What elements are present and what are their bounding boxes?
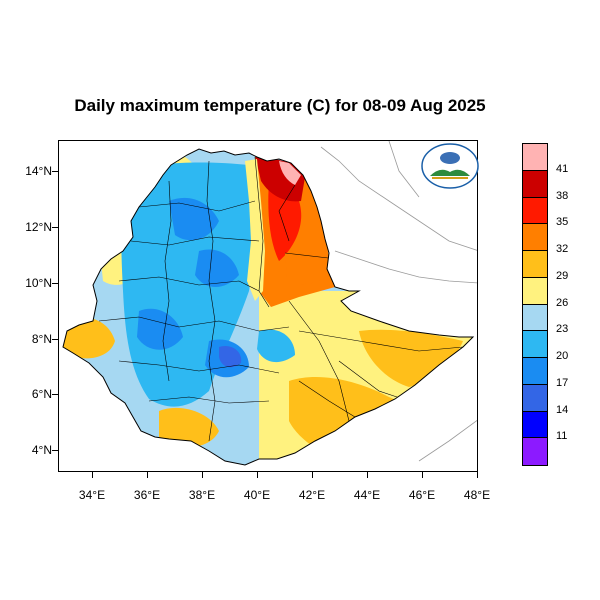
lat-tick-label: 6°N <box>31 387 52 401</box>
colorbar-segment <box>523 144 547 171</box>
lat-tick-label: 12°N <box>25 220 52 234</box>
colorbar-segment <box>523 170 547 198</box>
lon-tick-label: 40°E <box>243 488 271 502</box>
colorbar-label: 11 <box>556 430 568 443</box>
colorbar-segment <box>523 277 547 305</box>
colorbar-segment <box>523 411 547 439</box>
colorbar-segment <box>523 331 547 358</box>
neighbor-boundaries <box>320 141 477 462</box>
lon-tick-mark <box>257 472 258 478</box>
lat-tick-mark <box>52 227 58 228</box>
lat-tick-label: 10°N <box>25 276 52 290</box>
colorbar-segment <box>523 384 547 412</box>
colorbar-label: 23 <box>556 323 569 336</box>
lon-tick-mark <box>92 472 93 478</box>
colorbar-label: 17 <box>556 376 569 389</box>
lat-tick-label: 14°N <box>25 164 52 178</box>
colorbar-segment <box>523 358 547 385</box>
lon-tick-label: 42°E <box>298 488 326 502</box>
colorbar-label: 26 <box>556 296 569 309</box>
colorbar-label: 20 <box>556 350 569 362</box>
ethiopian-meteorology-institute-logo <box>421 143 479 189</box>
lon-tick-mark <box>202 472 203 478</box>
lat-tick-label: 8°N <box>31 332 52 346</box>
lon-tick-label: 44°E <box>353 488 381 502</box>
colorbar-label: 35 <box>556 216 569 229</box>
colorbar-segment <box>523 251 547 278</box>
lat-tick-mark <box>52 339 58 340</box>
lat-tick-mark <box>52 450 58 451</box>
lon-tick-label: 48°E <box>463 488 491 502</box>
zone-boundaries <box>98 156 464 442</box>
colorbar-segment <box>523 304 547 332</box>
colorbar-segment <box>523 224 547 251</box>
colorbar <box>522 143 548 466</box>
lon-tick-mark <box>147 472 148 478</box>
map-canvas <box>62 141 477 466</box>
colorbar-segment <box>523 197 547 225</box>
lat-tick-label: 4°N <box>31 443 52 457</box>
colorbar-label: 32 <box>556 243 569 255</box>
colorbar-label: 29 <box>556 269 569 282</box>
lon-tick-label: 38°E <box>188 488 216 502</box>
colorbar-label: 38 <box>556 189 569 202</box>
lat-tick-mark <box>52 171 58 172</box>
colorbar-segment <box>523 438 547 465</box>
colorbar-label: 14 <box>556 403 569 416</box>
lon-tick-label: 34°E <box>78 488 106 502</box>
lon-tick-mark <box>367 472 368 478</box>
map-title: Daily maximum temperature (C) for 08-09 … <box>74 96 486 115</box>
lon-tick-label: 36°E <box>133 488 161 502</box>
colorbar-label: 41 <box>556 162 569 175</box>
temperature-map <box>58 140 478 472</box>
lon-tick-mark <box>422 472 423 478</box>
lon-tick-label: 46°E <box>408 488 436 502</box>
lat-tick-mark <box>52 394 58 395</box>
lat-tick-mark <box>52 283 58 284</box>
lon-tick-mark <box>312 472 313 478</box>
lon-tick-mark <box>477 472 478 478</box>
